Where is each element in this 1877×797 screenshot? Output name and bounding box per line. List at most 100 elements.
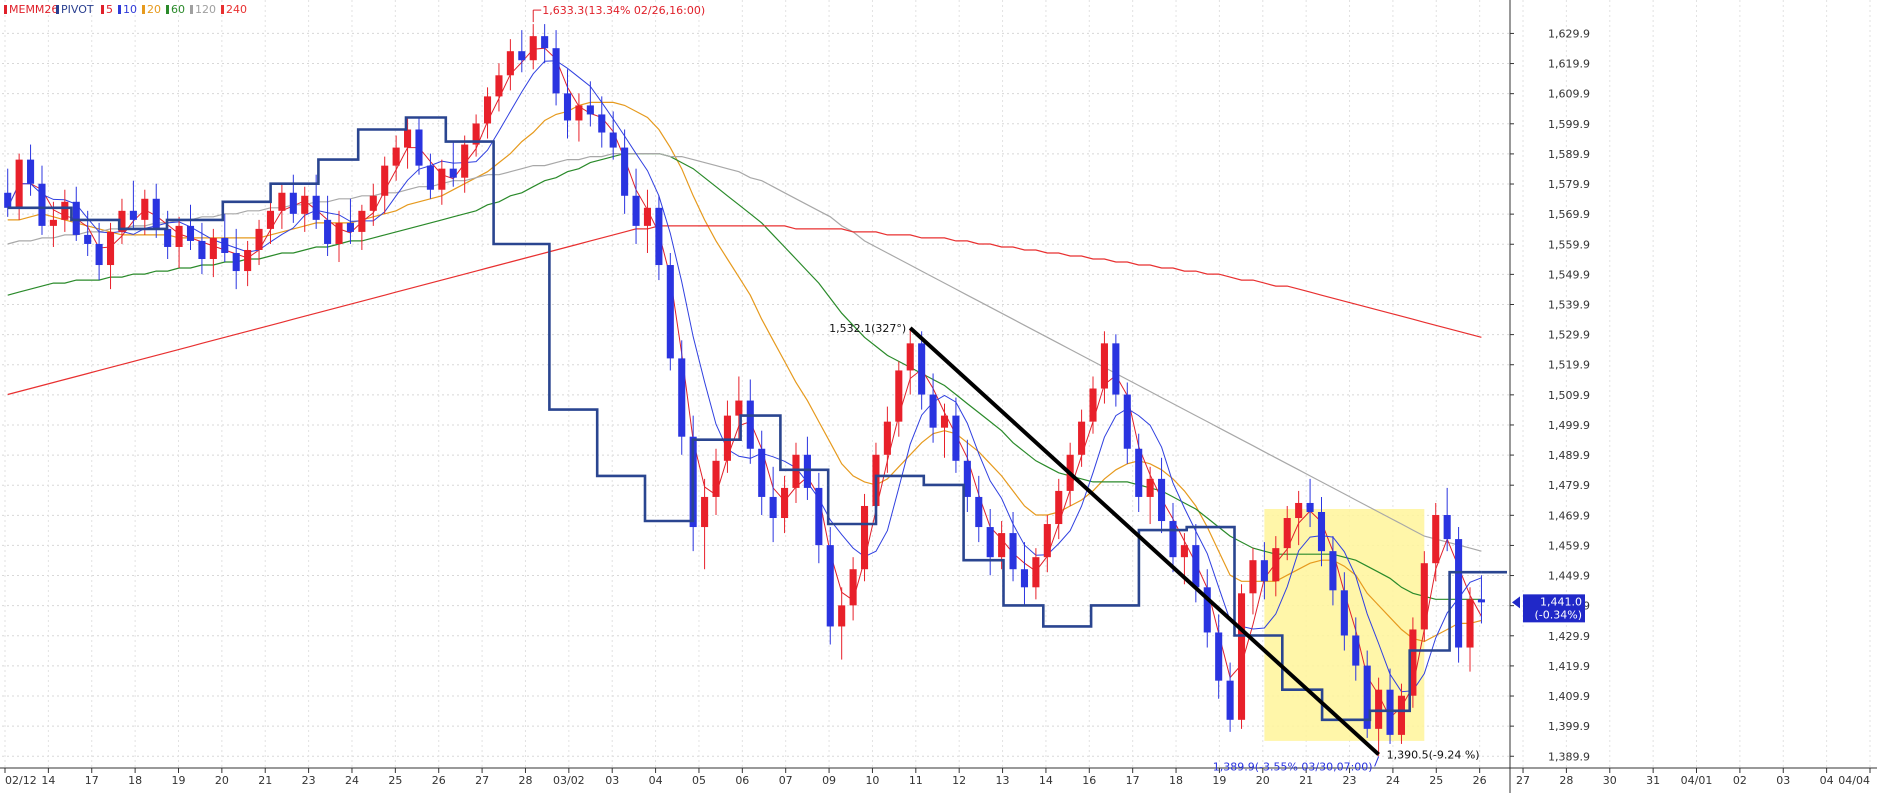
candle xyxy=(1146,466,1154,525)
candle-body xyxy=(129,210,137,220)
trendline xyxy=(908,326,1380,756)
candle-body xyxy=(1192,545,1200,588)
x-tick-label: 21 xyxy=(258,774,272,787)
x-tick-label: 11 xyxy=(909,774,923,787)
y-tick-label: 1,399.9 xyxy=(1548,720,1590,733)
x-tick-label: 10 xyxy=(865,774,879,787)
x-tick-label: 04/01 xyxy=(1681,774,1713,787)
candle-body xyxy=(1180,545,1188,558)
candle-body xyxy=(838,605,846,627)
legend-swatch xyxy=(166,5,169,14)
candle xyxy=(918,331,926,410)
candle-body xyxy=(1352,635,1360,666)
candle xyxy=(952,397,960,473)
candle-body xyxy=(106,231,115,266)
candle-body xyxy=(815,487,823,546)
candle xyxy=(118,198,126,244)
candle xyxy=(1363,650,1371,738)
candle-body xyxy=(1237,593,1246,720)
trendline-layer xyxy=(908,326,1380,756)
candle-body xyxy=(1466,599,1474,648)
candle xyxy=(27,144,35,196)
x-tick-label: 09 xyxy=(822,774,836,787)
legend-label: 5 xyxy=(106,3,113,16)
candle xyxy=(278,183,286,229)
candle-body xyxy=(1089,388,1097,422)
candle xyxy=(301,186,309,232)
candle xyxy=(1043,515,1051,573)
current-price-box xyxy=(1523,594,1585,623)
candle xyxy=(95,222,103,281)
candle-body xyxy=(975,496,983,528)
candle-body xyxy=(563,93,572,121)
candle-body xyxy=(1078,421,1086,455)
candle-body xyxy=(1443,515,1451,540)
candle-body xyxy=(723,415,731,461)
candle xyxy=(963,439,971,512)
x-tick-label: 26 xyxy=(432,774,446,787)
x-tick-label: 16 xyxy=(1082,774,1096,787)
candle xyxy=(975,475,983,543)
x-tick-label: 03 xyxy=(605,774,619,787)
x-tick-label: 18 xyxy=(1169,774,1183,787)
candle xyxy=(1009,512,1017,582)
x-tick-label: 05 xyxy=(692,774,706,787)
x-tick-label: 28 xyxy=(518,774,532,787)
candle xyxy=(106,222,115,290)
current-change-label: (-0.34%) xyxy=(1535,608,1583,621)
candle xyxy=(449,141,457,187)
candle-body xyxy=(632,195,640,226)
candle-body xyxy=(792,454,800,488)
candle-body xyxy=(289,192,297,214)
candle xyxy=(895,361,903,437)
candle-body xyxy=(175,225,183,247)
candle xyxy=(506,39,514,91)
candle-body xyxy=(609,132,617,148)
candle xyxy=(358,204,366,250)
candle xyxy=(1249,548,1257,615)
candle xyxy=(758,430,766,516)
candle xyxy=(552,30,560,106)
x-tick-label: 13 xyxy=(996,774,1010,787)
candle-body xyxy=(746,400,754,449)
x-tick-label: 02/12 xyxy=(5,774,37,787)
candle-body xyxy=(164,228,172,247)
candle-body xyxy=(552,48,560,94)
candle-body xyxy=(998,533,1006,558)
candle-body xyxy=(906,343,914,371)
candle xyxy=(701,478,709,570)
candle xyxy=(1352,617,1360,681)
x-tick-label: 27 xyxy=(475,774,489,787)
candle xyxy=(324,195,332,256)
candle xyxy=(769,466,777,543)
candle-body xyxy=(95,243,103,266)
candle xyxy=(129,180,137,229)
x-tick-label: 24 xyxy=(1386,774,1400,787)
x-tick-label: 17 xyxy=(1126,774,1140,787)
legend-label: MEMM26 xyxy=(9,3,58,16)
candle-body xyxy=(1397,695,1406,735)
y-tick-label: 1,459.9 xyxy=(1548,539,1590,552)
legend-label: 60 xyxy=(171,3,185,16)
candle xyxy=(575,93,583,142)
candle xyxy=(632,168,640,244)
candle xyxy=(1020,542,1029,606)
x-tick-label: 25 xyxy=(1429,774,1443,787)
candle-body xyxy=(849,569,857,606)
y-tick-label: 1,519.9 xyxy=(1548,359,1590,372)
candle-body xyxy=(712,460,720,497)
candle xyxy=(1215,614,1223,699)
candle xyxy=(1055,478,1063,540)
y-tick-label: 1,429.9 xyxy=(1548,630,1590,643)
legend-label: PIVOT xyxy=(61,3,94,16)
candle-body xyxy=(198,240,206,260)
candle xyxy=(175,216,183,269)
candle xyxy=(621,129,629,214)
y-tick-label: 1,629.9 xyxy=(1548,27,1590,40)
candle-body xyxy=(61,201,69,220)
candle-body xyxy=(929,394,937,428)
y-tick-label: 1,509.9 xyxy=(1548,389,1590,402)
candle xyxy=(906,328,914,395)
